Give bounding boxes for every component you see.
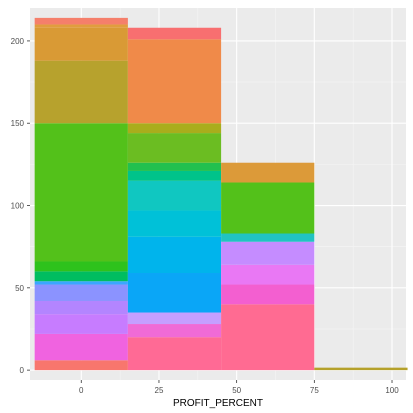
histogram-bar-segment	[127, 236, 222, 274]
histogram-bar-segment	[127, 180, 222, 211]
y-tick-label: 200	[11, 37, 25, 46]
histogram-bar-segment	[34, 271, 128, 282]
histogram-bar-segment	[127, 312, 222, 325]
histogram-bar-segment	[34, 60, 128, 124]
histogram-bar-segment	[34, 333, 128, 361]
histogram-bar-segment	[127, 27, 222, 40]
histogram-bar-segment	[127, 39, 222, 124]
histogram-bar-segment	[221, 241, 315, 265]
histogram-bar-segment	[221, 284, 315, 305]
histogram-bar-segment	[34, 360, 128, 371]
histogram-bar-segment	[221, 182, 315, 234]
histogram-bar-segment	[34, 27, 128, 61]
histogram-bar-segment	[127, 133, 222, 163]
x-tick-label: 25	[155, 386, 164, 395]
x-tick-label: 0	[79, 386, 84, 395]
histogram-bar-segment	[127, 273, 222, 313]
histogram-bar-segment	[127, 170, 222, 181]
histogram-bar-segment	[127, 337, 222, 371]
histogram-bar-segment	[34, 284, 128, 301]
histogram-bar-segment	[34, 261, 128, 272]
bars-layer	[34, 17, 408, 371]
histogram-bar-segment	[127, 210, 222, 237]
histogram-bar-segment	[34, 281, 128, 285]
y-tick-label: 50	[15, 284, 24, 293]
x-tick-label: 50	[232, 386, 241, 395]
histogram-bar-segment	[34, 24, 128, 28]
x-tick-label: 75	[310, 386, 319, 395]
y-tick-label: 150	[11, 119, 25, 128]
histogram-bar-segment	[34, 300, 128, 315]
histogram-bar-segment	[127, 162, 222, 171]
histogram-bar-segment	[34, 314, 128, 334]
histogram-bar-segment	[221, 304, 315, 371]
y-tick-label: 0	[20, 366, 25, 375]
histogram-bar-segment	[221, 233, 315, 242]
histogram-bar-segment	[34, 17, 128, 25]
y-tick-label: 100	[11, 202, 25, 211]
histogram-bar-segment	[221, 264, 315, 285]
histogram-bar-segment	[34, 123, 128, 262]
axis-layer: 0 25 50 75 100 0 50 100 150 200	[11, 37, 400, 395]
histogram-bar-segment	[314, 367, 408, 371]
histogram-bar-segment	[127, 123, 222, 134]
x-axis-title: PROFIT_PERCENT	[173, 398, 263, 409]
histogram-bar-segment	[127, 324, 222, 338]
x-tick-label: 100	[385, 386, 399, 395]
histogram-bar-segment	[221, 162, 315, 183]
